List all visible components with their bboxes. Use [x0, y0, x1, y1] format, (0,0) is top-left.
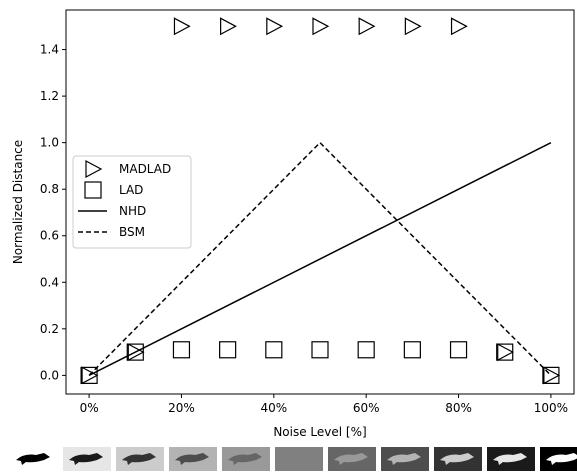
legend-label: BSM [119, 225, 145, 239]
series-lad [80, 341, 560, 384]
animal-silhouette [546, 453, 577, 465]
data-point-madlad [220, 17, 237, 36]
y-tick-label: 0.8 [40, 182, 59, 196]
data-point-madlad [81, 366, 99, 385]
data-point-lad [357, 341, 375, 359]
noise-thumbnail [540, 447, 577, 471]
data-point-madlad [404, 17, 422, 36]
legend-label: LAD [119, 183, 143, 197]
x-tick-label: 100% [534, 401, 568, 415]
data-point-lad [542, 366, 560, 384]
legend-label: NHD [119, 204, 146, 218]
x-tick-label: 0% [80, 401, 99, 415]
noise-thumbnail [116, 447, 164, 471]
data-point-lad [265, 341, 283, 359]
y-tick-label: 0.6 [40, 229, 59, 243]
data-point-madlad [358, 17, 376, 36]
animal-silhouette [387, 453, 421, 465]
y-tick-label: 0.4 [40, 275, 59, 289]
animal-silhouette [228, 453, 262, 465]
axis-ticks: 0% 20% 40% 60% 80% 100% 0.0 0.2 0.4 0.6 0.8 1.0 1.2 1… [40, 43, 568, 415]
y-tick-label: 0.0 [40, 368, 59, 382]
y-tick-label: 1.0 [40, 136, 59, 150]
y-axis-label: Normalized Distance [11, 140, 25, 264]
noise-thumbnail [169, 447, 217, 471]
data-point-lad [219, 341, 237, 359]
data-point-lad [172, 341, 191, 359]
noise-thumbnail [328, 447, 376, 471]
data-point-lad [311, 341, 329, 359]
y-tick-label: 1.4 [40, 43, 59, 57]
animal-silhouette [69, 453, 103, 465]
animal-silhouette [440, 453, 474, 465]
data-point-lad [449, 341, 468, 359]
x-tick-label: 80% [445, 401, 472, 415]
legend-item: LAD [84, 181, 143, 199]
series-line-bsm [88, 141, 552, 376]
series-bsm [88, 141, 552, 376]
data-point-madlad [266, 17, 284, 36]
data-point-madlad [127, 343, 145, 362]
data-point-lad [496, 343, 514, 361]
noise-thumbnail [381, 447, 429, 471]
data-point-madlad [543, 366, 561, 385]
noise-thumbnail [275, 447, 323, 471]
legend-marker [84, 181, 102, 199]
series-nhd [88, 141, 552, 377]
noise-thumbnail [63, 447, 111, 471]
series-line-nhd [88, 141, 552, 377]
y-tick-label: 1.2 [40, 89, 59, 103]
x-tick-label: 40% [260, 401, 287, 415]
legend-item: MADLAD [85, 160, 171, 178]
legend-label: MADLAD [119, 162, 171, 176]
noise-thumbnail [10, 447, 58, 471]
animal-silhouette [281, 453, 315, 465]
data-point-lad [126, 343, 144, 361]
legend-box [72, 155, 192, 249]
legend-item: NHD [78, 204, 146, 218]
animal-silhouette [493, 453, 527, 465]
data-point-madlad [173, 17, 191, 36]
data-point-madlad [497, 343, 515, 362]
animal-silhouette [334, 453, 368, 465]
legend-marker [85, 160, 103, 178]
noise-thumbnail [434, 447, 482, 471]
plot-content [80, 17, 561, 385]
x-axis-label: Noise Level [%] [273, 425, 366, 439]
noise-thumbnail [222, 447, 270, 471]
animal-silhouette [122, 453, 156, 465]
data-point-lad [403, 341, 421, 359]
x-tick-label: 20% [168, 401, 195, 415]
legend: MADLAD LAD NHD BSM [72, 155, 192, 249]
x-tick-label: 60% [353, 401, 380, 415]
animal-silhouette [16, 453, 50, 465]
legend-item: BSM [78, 225, 145, 239]
y-tick-label: 0.2 [40, 322, 59, 336]
data-point-madlad [450, 17, 468, 36]
noise-thumbnail [487, 447, 535, 471]
data-point-madlad [312, 17, 330, 36]
plot-frame [65, 9, 575, 395]
series-madlad [81, 17, 561, 385]
animal-silhouette [175, 453, 209, 465]
data-point-lad [80, 366, 98, 384]
noise-thumbnails [10, 447, 577, 471]
